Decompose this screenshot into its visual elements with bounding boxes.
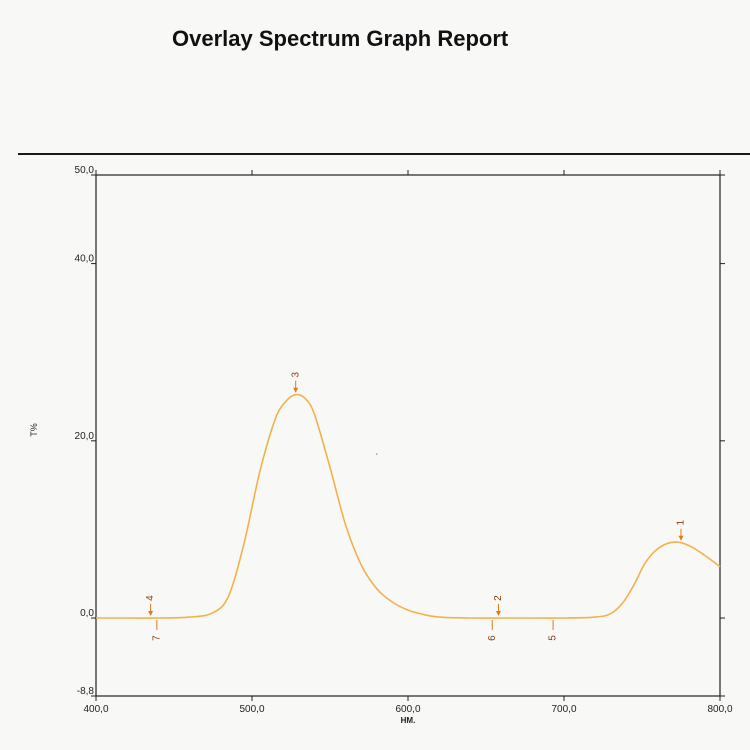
x-tick-label: 600,0 [395,704,420,715]
y-tick-label: 20,0 [75,431,95,442]
marker-label-6: 6 [487,635,498,641]
marker-label-4: 4 [145,595,156,601]
speck-dot [376,453,378,455]
marker-label-2: 2 [493,595,504,601]
y-axis-label: T% [29,423,39,437]
marker-label-7: 7 [151,635,162,641]
marker-arrow-1 [678,535,684,541]
marker-label-5: 5 [548,635,559,641]
x-tick-label: 800,0 [707,704,732,715]
y-tick-label: 50,0 [75,165,95,176]
marker-arrow-4 [148,611,154,617]
series-line-0 [96,393,721,619]
header-rule [18,153,750,155]
marker-label-1: 1 [676,519,687,525]
marker-arrow-2 [495,611,501,617]
y-tick-label: 40,0 [75,254,95,265]
marker-label-3: 3 [290,372,301,378]
report-title: Overlay Spectrum Graph Report [172,26,509,51]
x-tick-label: 500,0 [239,704,264,715]
y-tick-label: 0,0 [80,608,94,619]
y-tick-label: -8,8 [77,686,95,697]
x-axis-label: НМ. [401,716,416,725]
x-tick-label: 700,0 [551,704,576,715]
marker-arrow-3 [293,387,299,393]
x-tick-label: 400,0 [83,704,108,715]
